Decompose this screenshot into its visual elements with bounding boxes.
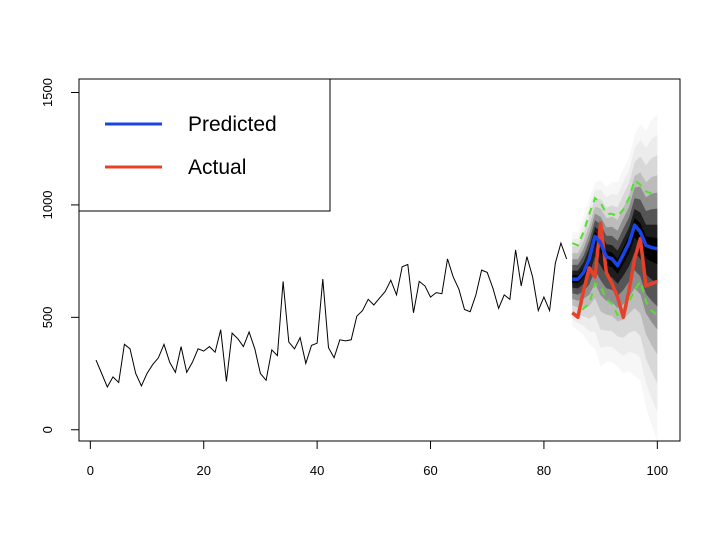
x-tick-label-80: 80 [537,463,551,478]
x-axis: 0 20 40 60 80 100 [87,440,668,478]
forecast-series [571,221,658,320]
legend: Predicted Actual [78,78,331,212]
forecast-fan-band [572,115,658,441]
series-line-predicted [572,223,658,281]
legend-box [78,78,331,212]
history-series [95,241,568,389]
legend-label-predicted: Predicted [188,113,277,136]
lower-interval-line [571,278,658,317]
x-tick-label-40: 40 [310,463,324,478]
x-tick-label-60: 60 [423,463,437,478]
legend-label-actual: Actual [188,156,246,179]
prediction-interval-lines [571,178,658,317]
y-tick-label-500: 500 [40,306,55,328]
x-tick-label-20: 20 [197,463,211,478]
history-line [95,241,568,389]
upper-interval-line [571,178,658,247]
fan-band-level-7 [572,218,658,284]
series-line-actual [571,221,658,320]
y-tick-label-1000: 1000 [40,190,55,219]
y-axis: 0 500 1000 1500 [40,78,80,433]
y-tick-label-0: 0 [40,426,55,433]
x-tick-label-100: 100 [646,463,668,478]
x-tick-label-0: 0 [87,463,94,478]
y-tick-label-1500: 1500 [40,78,55,107]
